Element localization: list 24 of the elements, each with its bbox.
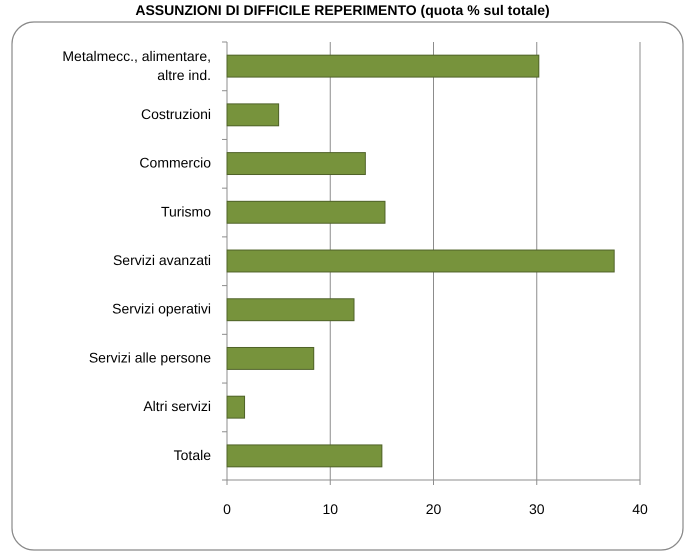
bar xyxy=(226,346,314,370)
y-tick-label: Servizi avanzati xyxy=(112,252,211,268)
bar xyxy=(226,200,386,224)
x-tick-label: 40 xyxy=(632,501,648,517)
bar xyxy=(226,396,246,419)
x-tick-label: 10 xyxy=(322,501,338,517)
y-tick-label: Commercio xyxy=(139,154,212,170)
y-tick-label: Metalmecc., alimentare, altre ind. xyxy=(62,48,211,83)
y-tick-label: Servizi operativi xyxy=(112,300,211,316)
y-tick-label: Totale xyxy=(174,446,212,463)
y-tick-label: Costruzioni xyxy=(140,106,211,122)
y-tick-label: Turismo xyxy=(160,202,212,219)
y-tick-label: Servizi alle persone xyxy=(88,349,212,366)
bar xyxy=(226,444,382,468)
bar xyxy=(226,152,366,176)
bar xyxy=(226,298,354,322)
chart-title: ASSUNZIONI DI DIFFICILE REPERIMENTO (quota % sul totale) xyxy=(135,2,550,18)
bar xyxy=(226,103,280,126)
x-tick-label: 0 xyxy=(223,501,232,517)
y-tick-label: Altri servizi xyxy=(143,398,211,414)
bar xyxy=(226,54,540,78)
bar xyxy=(226,250,615,272)
x-tick-label: 20 xyxy=(426,501,442,517)
x-tick-label: 30 xyxy=(528,501,545,517)
